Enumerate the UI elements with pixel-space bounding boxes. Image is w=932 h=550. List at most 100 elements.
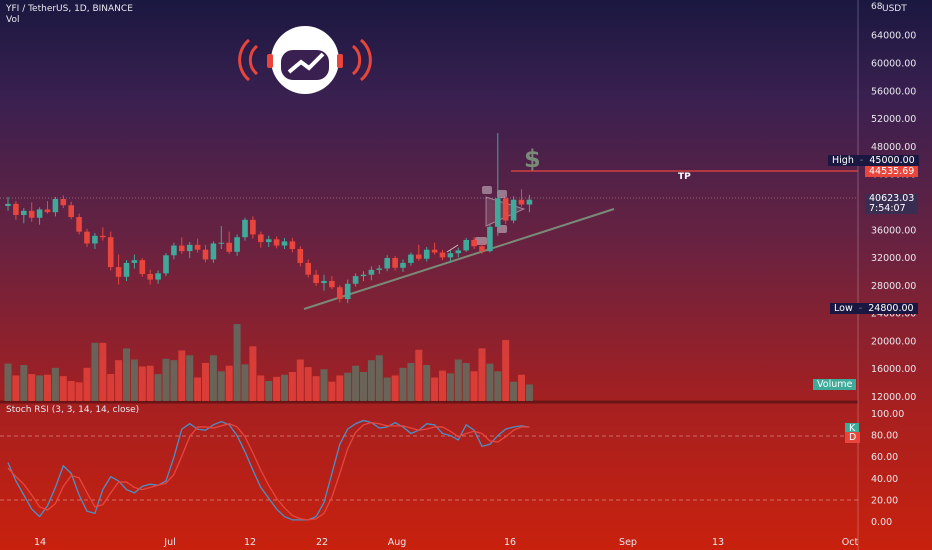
candle[interactable] [68,201,74,220]
candle-body [408,254,414,263]
volume-bar [423,365,431,401]
candle[interactable] [115,254,122,285]
volume-bar [257,375,265,401]
candle[interactable] [455,247,462,258]
candle[interactable] [84,228,90,247]
candle[interactable] [28,202,35,222]
candle[interactable] [471,237,477,250]
candle-body [194,244,201,250]
candle[interactable] [352,273,359,287]
price-tick-label: 28000.00 [871,281,916,292]
candle[interactable] [52,196,59,217]
candle[interactable] [337,285,343,303]
candle[interactable] [431,242,438,255]
candle[interactable] [100,227,106,241]
volume-legend[interactable]: Vol [6,15,20,25]
candle[interactable] [163,253,169,277]
candle[interactable] [36,207,43,225]
candle[interactable] [305,259,311,278]
candle[interactable] [408,252,414,266]
candle[interactable] [447,250,454,263]
candle[interactable] [202,244,209,263]
candle[interactable] [5,196,11,211]
countdown: 7:54:07 [869,203,906,214]
candle[interactable] [495,132,501,236]
candle[interactable] [344,279,351,304]
trend-line[interactable] [303,208,615,310]
candle[interactable] [44,201,51,214]
candle[interactable] [376,264,383,275]
volume-bar [360,371,367,401]
time-tick-label: 16 [504,537,516,548]
candle[interactable] [131,254,138,269]
symbol-title[interactable]: YFI / TetherUS, 1D, BINANCE [6,4,133,14]
candle[interactable] [242,217,248,241]
candle-body [487,226,493,252]
candle[interactable] [186,242,193,259]
candle[interactable] [234,234,240,256]
candle[interactable] [210,241,217,263]
candle[interactable] [368,266,375,281]
candle[interactable] [289,237,296,253]
candle[interactable] [155,270,161,284]
volume-bar [162,358,170,401]
candle[interactable] [107,231,114,271]
candle[interactable] [139,258,146,277]
candle[interactable] [463,237,469,252]
candle[interactable] [479,243,485,254]
candle[interactable] [487,224,493,253]
candle[interactable] [400,259,406,272]
candle-body [5,203,11,206]
candle[interactable] [258,231,264,248]
candle-body [455,250,462,254]
candle[interactable] [392,255,398,271]
stoch-k-line[interactable] [7,419,530,521]
candle[interactable] [502,194,509,225]
candle[interactable] [218,226,225,250]
candle[interactable] [510,196,517,224]
stoch-tick-label: 0.00 [871,517,892,528]
candle[interactable] [384,255,390,272]
stoch-k-tag: K [845,423,860,434]
candle[interactable] [123,260,130,281]
candle[interactable] [281,237,288,250]
candle[interactable] [329,276,335,290]
candle-body [202,249,209,260]
stoch-d-line[interactable] [7,421,530,521]
price-tick-label: 60000.00 [871,59,916,70]
candle[interactable] [226,231,232,254]
currency-label[interactable]: USDT [882,4,907,14]
volume-bar [36,375,44,401]
volume-bar [99,342,107,401]
candle[interactable] [147,269,153,285]
candle[interactable] [13,201,19,220]
candle-body [139,260,146,275]
candle[interactable] [265,235,272,247]
candle[interactable] [360,271,367,281]
candle[interactable] [171,242,177,260]
low-label: Low [834,303,853,314]
candle[interactable] [273,236,280,249]
candle[interactable] [21,208,27,224]
stoch-legend[interactable]: Stoch RSI (3, 3, 14, 14, close) [6,405,140,415]
candle[interactable] [297,246,304,267]
high-label-tag: High - 45000.00 [828,155,919,166]
candle-body [329,280,335,288]
candle[interactable] [416,244,422,261]
candle[interactable] [60,195,67,209]
candle[interactable] [250,216,256,239]
candle[interactable] [313,269,319,286]
candle-body [163,255,169,274]
candle[interactable] [518,189,525,207]
candle[interactable] [76,213,82,235]
volume-bar [281,374,288,401]
candle[interactable] [423,246,430,262]
candle[interactable] [92,233,98,250]
candle-body [44,209,51,213]
candle[interactable] [194,238,201,253]
candle[interactable] [526,194,533,213]
candle[interactable] [179,237,185,254]
candle[interactable] [439,249,446,261]
candle[interactable] [321,274,327,291]
